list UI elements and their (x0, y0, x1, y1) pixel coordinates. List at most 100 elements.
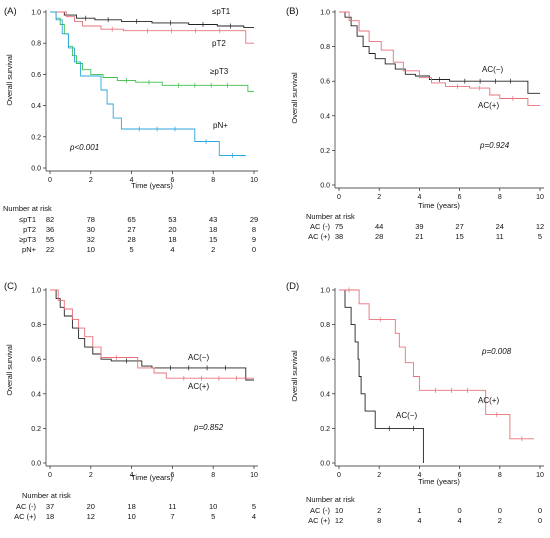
panel-c-axes: 0 2 4 6 8 10 0.0 0.2 0.4 0.6 0.8 1.0 (31, 288, 258, 479)
risk-count: 24 (496, 222, 504, 231)
series-label-ac-neg: AC(−) (482, 65, 503, 74)
panel-d-curves (339, 287, 534, 463)
panel-b-curves (339, 11, 540, 106)
risk-count: 4 (458, 516, 462, 525)
panel-b-risk-table: Number at risk AC (-) 75 44 39 27 24 12 AC (+) 3… (306, 212, 544, 241)
y-tick-label: 1.0 (31, 10, 41, 17)
risk-count: 27 (455, 222, 463, 231)
y-tick-label: 0.2 (320, 148, 330, 155)
risk-count: 75 (335, 222, 343, 231)
risk-count: 18 (209, 225, 217, 234)
risk-count: 5 (130, 245, 134, 254)
risk-count: 32 (87, 235, 95, 244)
y-tick-label: 0.4 (31, 103, 41, 110)
panel-d-ylabel: Overall survival (290, 350, 299, 402)
risk-count: 21 (415, 232, 423, 241)
panel-a-pvalue: p<0.001 (69, 143, 99, 152)
y-tick-label: 0.6 (31, 357, 41, 364)
y-tick-label: 0.0 (31, 166, 41, 173)
km-curve-pnpos (50, 11, 246, 156)
series-label-ac-pos: AC(+) (478, 396, 499, 405)
risk-count: 38 (335, 232, 343, 241)
panel-c-xlabel: Time (years) (131, 473, 173, 482)
y-tick-label: 0.6 (320, 79, 330, 86)
x-tick-label: 0 (337, 194, 341, 201)
panel-c-risk-table: Number at risk AC (-) 37 20 18 11 10 5AC (+) 18… (14, 491, 256, 521)
risk-count: 10 (209, 502, 217, 511)
x-tick-label: 10 (536, 194, 544, 201)
x-tick-label: 6 (458, 472, 462, 479)
risk-count: 28 (127, 235, 135, 244)
panel-a-curves (50, 11, 254, 159)
risk-count: 9 (252, 235, 256, 244)
risk-row-label: pN+ (22, 245, 37, 254)
risk-count: 8 (377, 516, 381, 525)
risk-count: 0 (538, 516, 542, 525)
km-curve-ac-neg- (50, 289, 254, 381)
panel-d-risk-title: Number at risk (306, 495, 355, 504)
panel-c-ylabel: Overall survival (5, 344, 14, 396)
x-tick-label: 10 (536, 472, 544, 479)
series-label-ac-pos: AC(+) (478, 101, 499, 110)
series-label-ac-neg: AC(−) (396, 411, 417, 420)
risk-count: 65 (127, 215, 135, 224)
x-tick-label: 6 (458, 194, 462, 201)
x-tick-label: 8 (498, 472, 502, 479)
y-tick-label: 0.6 (320, 357, 330, 364)
risk-row-label: pT2 (23, 225, 36, 234)
y-tick-label: 1.0 (320, 288, 330, 295)
series-label-pn-plus: pN+ (213, 121, 228, 130)
risk-count: 29 (250, 215, 258, 224)
risk-count: 15 (209, 235, 217, 244)
panel-d-pvalue: p=0.008 (481, 347, 512, 356)
x-tick-label: 2 (377, 472, 381, 479)
risk-count: 53 (168, 215, 176, 224)
risk-count: 4 (170, 245, 174, 254)
risk-count: 1 (417, 506, 421, 515)
risk-count: 0 (252, 245, 256, 254)
km-curve-ac-neg- (339, 11, 540, 94)
x-tick-label: 2 (89, 472, 93, 479)
panel-c-label: (C) (4, 281, 17, 292)
risk-count: 12 (335, 516, 343, 525)
x-tick-label: 2 (377, 194, 381, 201)
risk-count: 15 (455, 232, 463, 241)
panel-b-label: (B) (286, 6, 299, 17)
series-label-ac-pos: AC(+) (188, 382, 209, 391)
risk-count: 82 (46, 215, 54, 224)
risk-row-label: AC (+) (14, 512, 36, 521)
risk-count: 2 (211, 245, 215, 254)
panel-b-axes: 0 2 4 6 8 10 0.0 0.2 0.4 0.6 0.8 1.0 (320, 10, 544, 201)
y-tick-label: 0.4 (320, 113, 330, 120)
panel-a-label: (A) (4, 6, 17, 17)
y-tick-label: 1.0 (320, 10, 330, 17)
risk-count: 4 (417, 516, 421, 525)
risk-row-label: AC (-) (16, 502, 36, 511)
x-tick-label: 4 (417, 194, 421, 201)
risk-count: 36 (46, 225, 54, 234)
series-label-le-pt1: ≤pT1 (212, 7, 231, 16)
panel-b-ylabel: Overall survival (290, 72, 299, 124)
y-tick-label: 0.6 (31, 72, 41, 79)
risk-count: 10 (87, 245, 95, 254)
km-curve-ac-pos- (339, 11, 540, 106)
risk-count: 20 (168, 225, 176, 234)
panel-a-axes: 0 2 4 6 8 10 0.0 0.2 0.4 0.6 0.8 1.0 (31, 10, 258, 184)
panel-c: (C) Overall survival Time (years) p=0.85… (4, 281, 258, 521)
risk-count: 18 (127, 502, 135, 511)
risk-count: 18 (168, 235, 176, 244)
x-tick-label: 10 (250, 177, 258, 184)
panel-b: (B) Overall survival Time (years) p=0.92… (286, 6, 544, 241)
y-tick-label: 0.8 (31, 322, 41, 329)
y-tick-label: 0.4 (320, 391, 330, 398)
panel-a: (A) Overall survival Time (years) p<0.00… (3, 6, 258, 254)
risk-count: 22 (46, 245, 54, 254)
x-tick-label: 0 (48, 177, 52, 184)
risk-count: 0 (538, 506, 542, 515)
y-tick-label: 0.0 (320, 183, 330, 190)
risk-row-label: AC (+) (308, 232, 330, 241)
risk-count: 11 (169, 502, 177, 511)
panel-d-xlabel: Time (years) (418, 477, 460, 486)
panel-d-label: (D) (286, 281, 299, 292)
y-tick-label: 0.2 (31, 134, 41, 141)
